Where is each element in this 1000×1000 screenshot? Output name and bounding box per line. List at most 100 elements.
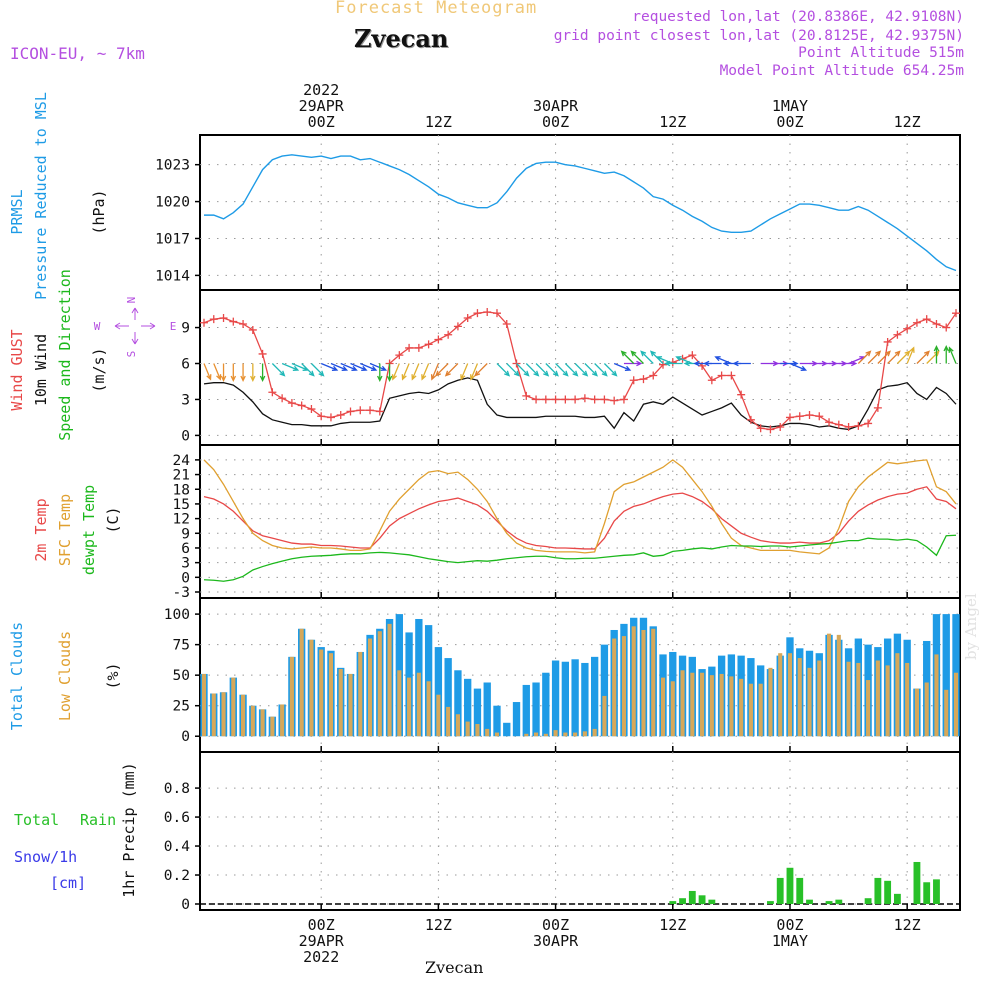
low-cloud-bar	[944, 689, 949, 737]
total-cloud-bar	[493, 705, 501, 737]
meteogram-title: Forecast Meteogram	[335, 0, 538, 18]
total-cloud-bar	[590, 656, 599, 737]
wind-direction-arrow	[732, 360, 751, 367]
wind-unit: (m/s)	[90, 347, 108, 392]
rain-bar	[698, 895, 706, 904]
wind-direction-arrow	[555, 363, 569, 377]
low-cloud-bar	[700, 672, 705, 737]
rain-bar	[806, 899, 813, 904]
rain-bar	[679, 898, 686, 904]
wind-direction-arrow	[360, 362, 378, 371]
low-cloud-bar	[221, 692, 226, 737]
low-cloud-bar	[729, 676, 734, 737]
gust-marker	[219, 313, 228, 322]
wind-direction-arrow	[906, 346, 915, 364]
y-tick-label: 1020	[155, 195, 190, 211]
model-label: ICON-EU, ~ 7km	[10, 44, 145, 63]
top-time-label: 30APR	[533, 97, 579, 115]
gust-marker	[297, 401, 306, 410]
rain-bar	[913, 861, 921, 904]
gust-marker	[258, 349, 267, 358]
low-cloud-bar	[289, 656, 294, 737]
wind-direction-arrow	[867, 350, 882, 364]
rain-bar	[893, 893, 901, 904]
gust-marker	[795, 412, 804, 421]
gust-marker	[317, 412, 326, 421]
wind-direction-arrow	[430, 363, 439, 381]
total-cloud-bar	[561, 661, 570, 737]
low-cloud-bar	[260, 709, 265, 737]
rain-bar	[708, 899, 716, 904]
wind-direction-arrow	[330, 362, 349, 371]
gust-marker	[649, 371, 658, 380]
low-cloud-bar	[231, 677, 236, 737]
low-cloud-bar	[631, 626, 636, 737]
low-cloud-bar	[641, 629, 646, 737]
wind-gust-line	[203, 311, 957, 431]
rain-bar	[923, 882, 931, 904]
wind-direction-arrow	[664, 360, 683, 367]
gust-marker	[248, 325, 257, 334]
bottom-time-label: 12Z	[425, 916, 452, 934]
wind-direction-arrow	[301, 363, 315, 377]
low-cloud-bar	[895, 653, 900, 737]
wind-direction-arrow	[655, 356, 674, 365]
total-cloud-bar	[551, 660, 560, 737]
gust-marker	[707, 376, 716, 385]
gust-marker	[873, 403, 882, 412]
wind-direction-arrow	[240, 363, 246, 383]
gust-marker	[727, 371, 736, 380]
total-cloud-bar	[542, 672, 550, 737]
sfc-temp-label: SFC Temp	[56, 494, 74, 566]
wind-speed-line	[203, 377, 957, 431]
low-cloud-bar	[885, 665, 890, 737]
low-cloud-bar	[934, 654, 939, 737]
low-cloud-bar	[739, 678, 744, 737]
y-tick-label: 75	[173, 638, 190, 654]
temp-unit: (C)	[104, 506, 122, 533]
gust-marker	[688, 351, 697, 360]
pressure-label: PRMSL	[8, 189, 26, 234]
gust-marker	[854, 421, 863, 430]
wind-direction-arrow	[623, 360, 643, 367]
low-cloud-bar	[211, 693, 216, 737]
gust-marker	[659, 360, 668, 369]
low-cloud-bar	[836, 634, 841, 737]
low-cloud-bar	[826, 633, 832, 737]
gust-marker	[405, 343, 414, 352]
gust-marker	[717, 371, 726, 380]
wind-direction-arrow	[369, 362, 388, 371]
low-cloud-bar	[670, 681, 675, 737]
low-cloud-bar	[241, 694, 246, 737]
panel-frame	[199, 444, 961, 599]
gust-marker	[346, 407, 355, 416]
y-tick-label: 0.4	[164, 839, 190, 855]
wind-direction-arrow	[220, 363, 227, 383]
gust-marker	[395, 351, 404, 360]
compass-arrows	[114, 307, 156, 345]
wind-direction-arrow	[350, 362, 368, 371]
gust-marker	[541, 395, 550, 404]
low-cloud-bar	[455, 714, 460, 737]
total-cloud-bar	[532, 682, 540, 737]
wind-direction-arrow	[470, 363, 479, 381]
gust-marker	[512, 359, 521, 368]
gust-marker	[453, 322, 462, 331]
y-tick-label: 0	[181, 570, 190, 586]
rain-bar	[864, 898, 872, 904]
top-time-label: 12Z	[425, 113, 452, 131]
gust-marker	[239, 319, 248, 328]
gust-marker	[483, 307, 492, 316]
wind-label: 10m Wind	[32, 334, 50, 406]
wind-direction-arrow	[877, 350, 891, 364]
gust-marker	[864, 419, 873, 428]
gust-marker	[209, 315, 218, 324]
wind-direction-arrow	[496, 363, 511, 377]
low-cloud-bar	[787, 653, 793, 737]
y-tick-label: 0.2	[164, 868, 190, 884]
panel-wind: 0 3 6 9	[181, 289, 961, 446]
wind-direction-arrow	[516, 363, 530, 377]
low-cloud-bar	[319, 649, 324, 737]
gust-marker	[834, 420, 843, 429]
low-cloud-bar	[494, 732, 500, 737]
